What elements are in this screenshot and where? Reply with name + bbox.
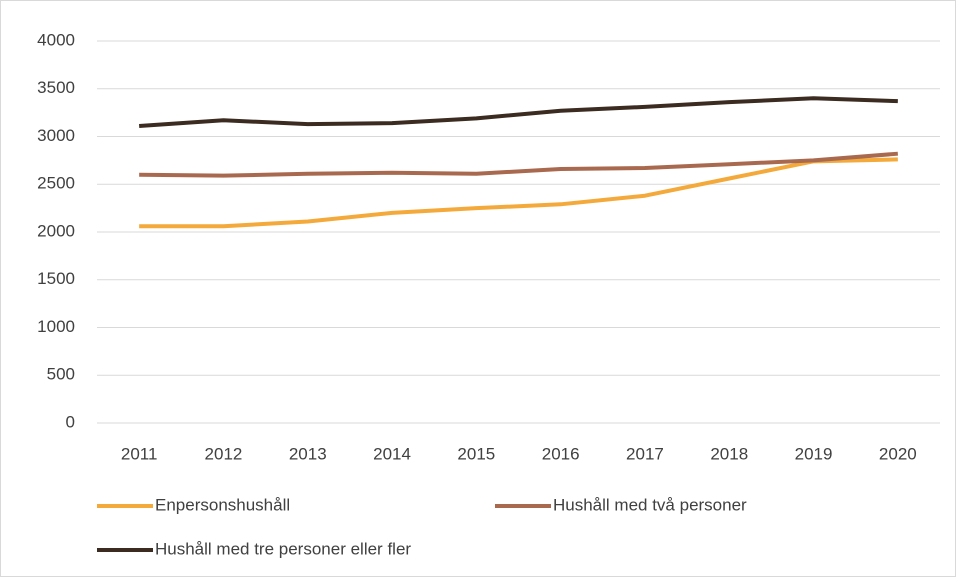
y-tick-label: 0 — [66, 412, 75, 431]
x-tick-label: 2016 — [542, 444, 580, 463]
y-tick-label: 1500 — [37, 269, 75, 288]
series-line — [139, 151, 899, 178]
x-tick-label: 2018 — [710, 444, 748, 463]
y-tick-label: 4000 — [37, 30, 75, 49]
legend-label: Hushåll med tre personer eller fler — [155, 539, 411, 558]
y-tick-label: 3000 — [37, 126, 75, 145]
y-tick-label: 3500 — [37, 78, 75, 97]
series-line — [139, 96, 898, 128]
x-tick-label: 2020 — [879, 444, 917, 463]
x-tick-label: 2012 — [205, 444, 243, 463]
legend-label: Enpersonshushåll — [155, 495, 290, 514]
x-tick-label: 2017 — [626, 444, 664, 463]
y-tick-label: 2500 — [37, 174, 75, 193]
x-tick-label: 2019 — [795, 444, 833, 463]
y-tick-label: 1000 — [37, 317, 75, 336]
y-tick-label: 500 — [47, 365, 75, 384]
x-tick-label: 2011 — [121, 444, 158, 463]
y-tick-label: 2000 — [37, 221, 75, 240]
x-tick-label: 2014 — [373, 444, 411, 463]
series-line — [139, 157, 898, 229]
x-tick-label: 2015 — [457, 444, 495, 463]
x-tick-label: 2013 — [289, 444, 327, 463]
legend-label: Hushåll med två personer — [553, 495, 747, 514]
